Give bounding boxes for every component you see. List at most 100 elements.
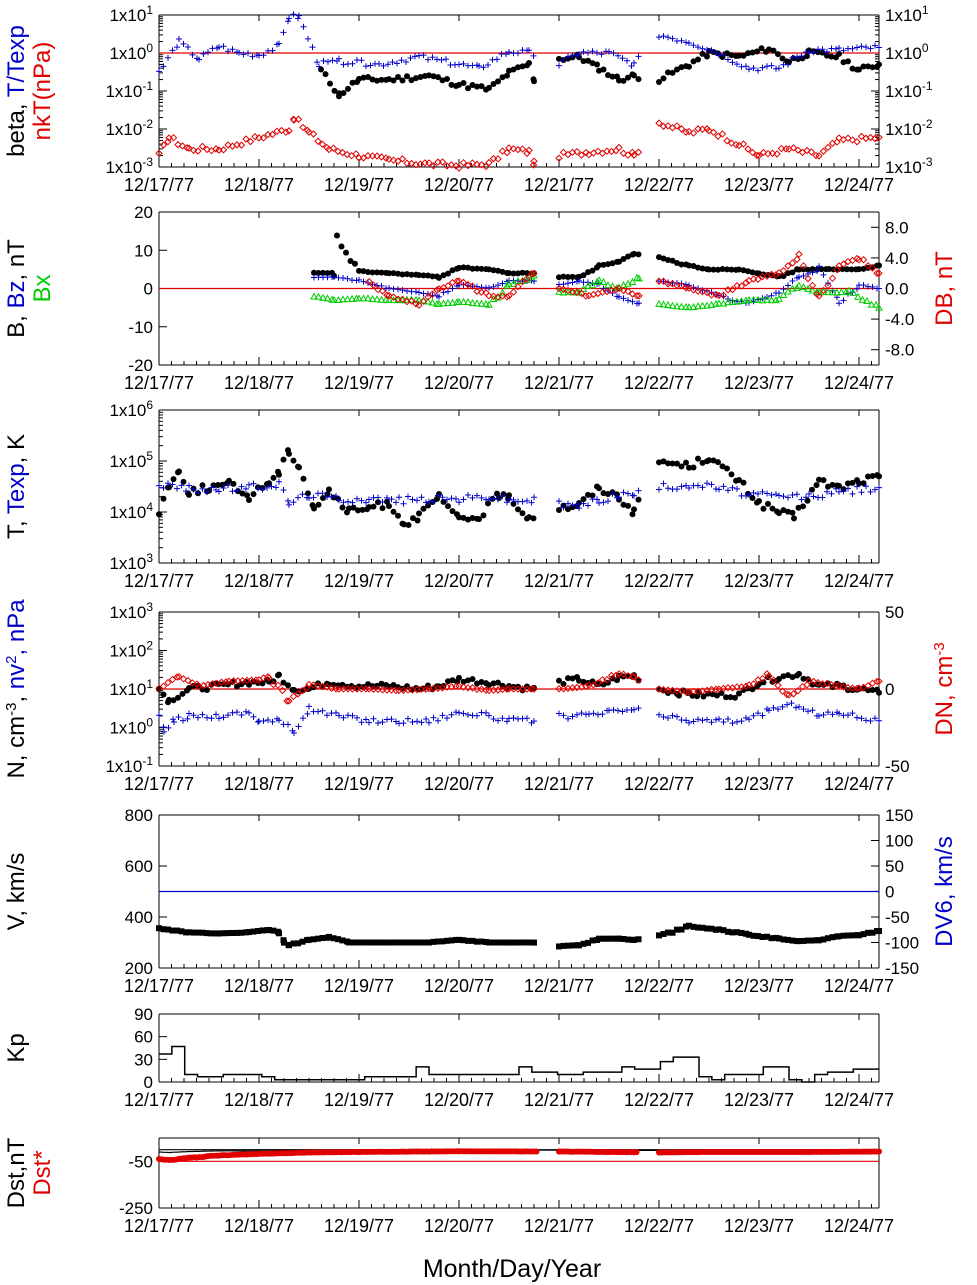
data-point <box>865 687 871 694</box>
data-point <box>678 261 685 268</box>
data-point <box>445 288 451 295</box>
data-point <box>768 62 775 69</box>
data-point <box>729 720 736 727</box>
x-tick-label: 12/21/77 <box>524 774 594 794</box>
data-point <box>779 267 788 275</box>
data-point <box>386 285 392 292</box>
data-point <box>596 499 602 506</box>
data-point <box>823 679 831 688</box>
data-point <box>449 677 456 684</box>
data-point <box>225 482 231 489</box>
data-point <box>385 939 391 946</box>
data-point <box>485 292 493 300</box>
data-point <box>664 300 672 308</box>
data-point <box>229 46 236 53</box>
data-point <box>699 717 706 724</box>
data-point <box>435 717 441 724</box>
data-point <box>556 710 562 717</box>
data-point <box>246 497 252 504</box>
data-point <box>174 927 180 934</box>
data-point <box>763 295 771 303</box>
data-point <box>340 90 347 97</box>
data-point <box>155 149 163 158</box>
data-point <box>678 280 685 287</box>
data-point <box>459 158 468 167</box>
data-point <box>759 148 768 157</box>
data-point <box>580 48 587 55</box>
data-point <box>375 719 381 726</box>
data-point <box>689 286 698 294</box>
data-point <box>779 55 786 62</box>
data-point <box>580 496 587 503</box>
data-point <box>495 717 501 724</box>
data-point <box>426 719 432 726</box>
data-point <box>869 686 876 693</box>
data-point <box>704 480 710 487</box>
panel-dst: 12/17/77 12/18/77 12/19/77 12/20/77 12/21/77… <box>3 1137 894 1236</box>
data-point <box>186 929 192 936</box>
data-point <box>453 277 461 285</box>
data-point <box>176 35 182 42</box>
data-point <box>159 141 168 149</box>
data-point <box>291 729 297 736</box>
data-point <box>358 719 365 726</box>
data-point <box>183 488 189 495</box>
data-point <box>568 288 577 296</box>
data-point <box>444 715 450 722</box>
data-point <box>365 681 371 688</box>
data-point <box>569 675 576 682</box>
data-point <box>408 271 415 278</box>
data-point <box>677 687 686 695</box>
data-point <box>864 262 872 270</box>
data-point <box>299 123 307 132</box>
x-tick-label: 12/17/77 <box>124 571 194 591</box>
data-point <box>569 942 576 949</box>
data-point <box>174 44 180 51</box>
data-point <box>749 295 758 303</box>
data-point <box>707 300 716 308</box>
data-point <box>788 700 795 707</box>
data-point <box>824 48 830 55</box>
data-point <box>375 499 381 506</box>
data-point <box>805 708 811 715</box>
data-point <box>306 495 312 502</box>
data-point <box>729 484 736 491</box>
data-point <box>758 45 765 52</box>
x-tick-label: 12/18/77 <box>224 175 294 195</box>
data-point <box>674 926 680 933</box>
data-point <box>434 56 440 63</box>
data-point <box>708 47 715 54</box>
data-point <box>820 477 827 484</box>
data-point <box>468 684 477 692</box>
data-point <box>625 253 631 260</box>
data-point <box>714 692 720 699</box>
data-point <box>234 487 240 494</box>
data-point <box>505 144 513 152</box>
data-point <box>699 484 706 491</box>
data-point <box>300 715 306 722</box>
data-point <box>573 147 581 156</box>
x-tick-label: 12/22/77 <box>624 175 694 195</box>
data-point <box>456 61 462 68</box>
data-point <box>490 283 497 290</box>
data-point <box>365 277 373 286</box>
data-point <box>465 677 471 684</box>
data-point <box>749 686 756 693</box>
x-tick-label: 12/19/77 <box>324 571 394 591</box>
data-point <box>795 281 803 289</box>
data-point <box>485 300 493 308</box>
data-point <box>185 43 191 50</box>
y-right-tick-label: 1x100 <box>885 41 929 63</box>
data-point <box>610 50 617 57</box>
data-point <box>250 480 257 487</box>
data-point <box>459 683 468 691</box>
data-point <box>585 491 591 498</box>
data-point <box>270 474 277 481</box>
data-point <box>465 516 471 523</box>
data-point <box>619 670 628 678</box>
x-tick-label: 12/20/77 <box>424 571 494 591</box>
data-point <box>745 295 753 303</box>
data-point <box>338 243 345 250</box>
data-point <box>515 50 521 57</box>
data-point <box>368 294 377 303</box>
